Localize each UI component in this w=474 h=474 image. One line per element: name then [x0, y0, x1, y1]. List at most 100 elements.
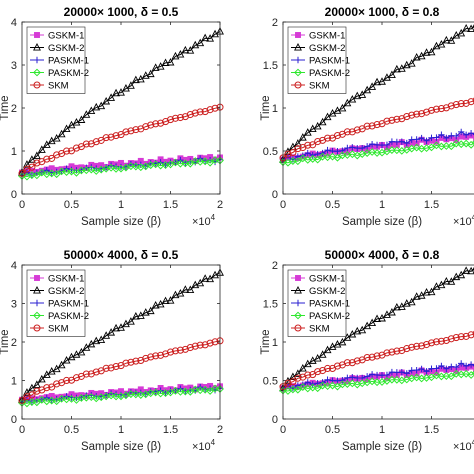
- circle-marker: [28, 163, 36, 171]
- triangle-marker: [166, 57, 175, 66]
- circle-marker: [383, 117, 391, 125]
- triangle-marker: [313, 121, 322, 130]
- triangle-marker: [161, 58, 170, 66]
- circle-marker: [176, 113, 184, 122]
- plus-marker: [403, 139, 410, 147]
- triangle-marker: [412, 292, 421, 300]
- triangle-marker: [82, 110, 91, 118]
- x-multiplier: ×104: [453, 213, 474, 228]
- plus-marker: [423, 368, 430, 375]
- y-tick-label: 4: [11, 260, 17, 272]
- diamond-marker: [333, 382, 342, 391]
- diamond-marker: [37, 168, 46, 177]
- x-multiplier-exponent: 4: [211, 213, 216, 222]
- triangle-marker: [141, 71, 150, 79]
- circle-marker: [107, 364, 115, 372]
- plus-marker: [339, 147, 346, 154]
- triangle-marker: [107, 93, 116, 101]
- y-axis-label: Time: [260, 95, 272, 120]
- x-tick-label: 0.5: [325, 199, 340, 211]
- plus-marker: [413, 366, 420, 374]
- plus-marker: [453, 363, 460, 371]
- diamond-marker: [293, 385, 302, 394]
- triangle-marker: [412, 52, 421, 61]
- diamond-marker: [442, 142, 451, 150]
- triangle-marker: [97, 101, 106, 110]
- circle-marker: [393, 115, 401, 123]
- x-multiplier: ×104: [192, 213, 216, 228]
- diamond-marker: [467, 371, 474, 379]
- circle-marker: [82, 140, 90, 148]
- x-multiplier-exponent: 4: [472, 438, 474, 447]
- circle-marker: [348, 359, 356, 367]
- diamond-marker: [201, 385, 210, 394]
- plus-marker: [467, 129, 474, 137]
- triangle-marker: [427, 47, 436, 56]
- y-axis-label: Time: [260, 329, 272, 354]
- diamond-marker: [294, 68, 302, 77]
- triangle-marker: [318, 117, 327, 126]
- circle-marker: [289, 148, 297, 157]
- triangle-marker: [437, 280, 446, 289]
- diamond-marker: [447, 372, 456, 381]
- triangle-marker: [151, 300, 160, 309]
- triangle-marker: [171, 51, 180, 60]
- y-axis-label: Time: [0, 95, 11, 120]
- series-paskm-2: [18, 384, 224, 408]
- legend-item-paskm-1: PASKM-1: [309, 299, 350, 310]
- triangle-marker: [462, 266, 471, 274]
- legend-item-paskm-2: PASKM-2: [48, 68, 89, 79]
- triangle-marker: [27, 155, 36, 163]
- triangle-marker: [387, 70, 396, 79]
- circle-marker: [353, 357, 361, 365]
- diamond-marker: [368, 377, 377, 386]
- triangle-marker: [462, 24, 471, 32]
- diamond-marker: [52, 170, 61, 179]
- triangle-marker: [146, 306, 155, 315]
- circle-marker: [72, 144, 80, 152]
- triangle-marker: [417, 51, 426, 60]
- triangle-marker: [37, 145, 46, 153]
- circle-marker: [112, 132, 120, 140]
- circle-marker: [166, 348, 175, 356]
- diamond-marker: [131, 162, 140, 171]
- circle-marker: [196, 108, 204, 116]
- circle-marker: [418, 342, 426, 350]
- series-line-skm: [21, 106, 221, 174]
- x-tick-label: 1.5: [163, 424, 178, 436]
- triangle-marker: [171, 290, 180, 299]
- diamond-marker: [467, 140, 474, 149]
- square-marker: [34, 275, 40, 281]
- triangle-marker: [37, 374, 46, 383]
- circle-marker: [157, 119, 165, 127]
- triangle-marker: [62, 124, 71, 132]
- legend-item-paskm-1: PASKM-1: [48, 56, 89, 67]
- triangle-marker: [338, 103, 347, 112]
- diamond-marker: [151, 160, 160, 169]
- triangle-marker: [447, 36, 456, 44]
- circle-marker: [304, 371, 312, 379]
- circle-marker: [102, 134, 110, 142]
- diamond-marker: [333, 153, 342, 162]
- circle-marker: [363, 353, 371, 362]
- diamond-marker: [171, 386, 180, 395]
- diamond-marker: [67, 167, 76, 176]
- legend-item-gskm-2: GSKM-2: [48, 286, 84, 297]
- y-tick-label: 1: [11, 376, 17, 388]
- circle-marker: [413, 110, 421, 118]
- y-tick-label: 0: [11, 414, 17, 426]
- plus-marker: [33, 56, 41, 64]
- diamond-marker: [181, 387, 190, 396]
- y-tick-label: 1.5: [263, 60, 278, 72]
- y-tick-label: 1.5: [263, 299, 278, 311]
- circle-marker: [132, 126, 140, 134]
- triangle-marker: [442, 276, 451, 285]
- circle-marker: [447, 102, 455, 110]
- plus-marker: [334, 148, 341, 155]
- circle-marker: [388, 348, 396, 356]
- plus-marker: [368, 371, 376, 378]
- circle-marker: [48, 383, 56, 391]
- x-tick-label: 2: [217, 424, 223, 436]
